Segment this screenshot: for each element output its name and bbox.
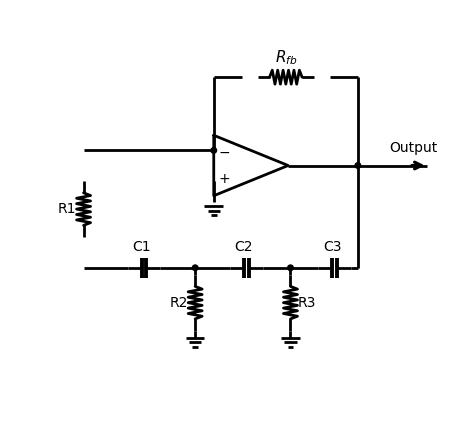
Text: R1: R1 bbox=[58, 202, 76, 216]
Circle shape bbox=[288, 265, 293, 271]
Text: R3: R3 bbox=[298, 296, 316, 310]
Text: C1: C1 bbox=[132, 240, 151, 254]
Text: R2: R2 bbox=[170, 296, 188, 310]
Circle shape bbox=[211, 148, 217, 153]
Text: $R_{fb}$: $R_{fb}$ bbox=[274, 48, 297, 67]
Text: C2: C2 bbox=[235, 240, 253, 254]
Text: C3: C3 bbox=[323, 240, 342, 254]
Text: Output: Output bbox=[390, 141, 438, 155]
Text: $+$: $+$ bbox=[218, 172, 230, 186]
Circle shape bbox=[192, 265, 198, 271]
Circle shape bbox=[355, 163, 361, 168]
Text: $-$: $-$ bbox=[218, 145, 230, 159]
